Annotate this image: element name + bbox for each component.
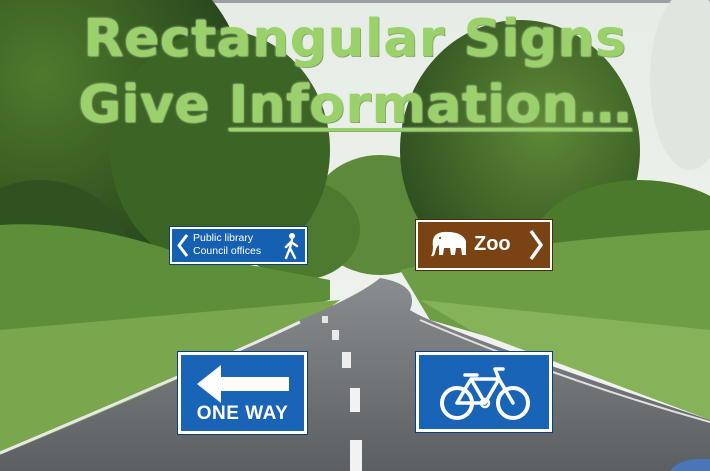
one-way-label: ONE WAY [196, 403, 289, 424]
next-slide-arrow-icon[interactable] [650, 451, 710, 471]
library-sign-line-1: Public library [193, 232, 254, 244]
title-line-2-prefix: Give [78, 75, 229, 135]
public-library-sign: Public library Council offices [169, 226, 308, 265]
pedestrian-icon [284, 233, 299, 260]
library-sign-text: Public library Council offices [193, 232, 261, 258]
zoo-sign-label: Zoo [474, 233, 511, 255]
chevron-right-icon [529, 229, 543, 261]
title-line-2: Give Information… [0, 72, 710, 138]
arrow-left-icon [197, 365, 289, 403]
zoo-sign: Zoo [415, 219, 553, 271]
slide-title: Rectangular Signs Give Information… [0, 6, 710, 138]
title-line-1: Rectangular Signs [83, 9, 627, 69]
bicycle-icon [440, 367, 530, 420]
elephant-icon [431, 231, 466, 257]
cycle-route-sign [415, 351, 553, 433]
library-sign-line-2: Council offices [193, 245, 262, 257]
one-way-sign: ONE WAY [177, 351, 308, 435]
title-underlined-word: Information… [228, 75, 632, 135]
chevron-left-icon [177, 234, 189, 257]
